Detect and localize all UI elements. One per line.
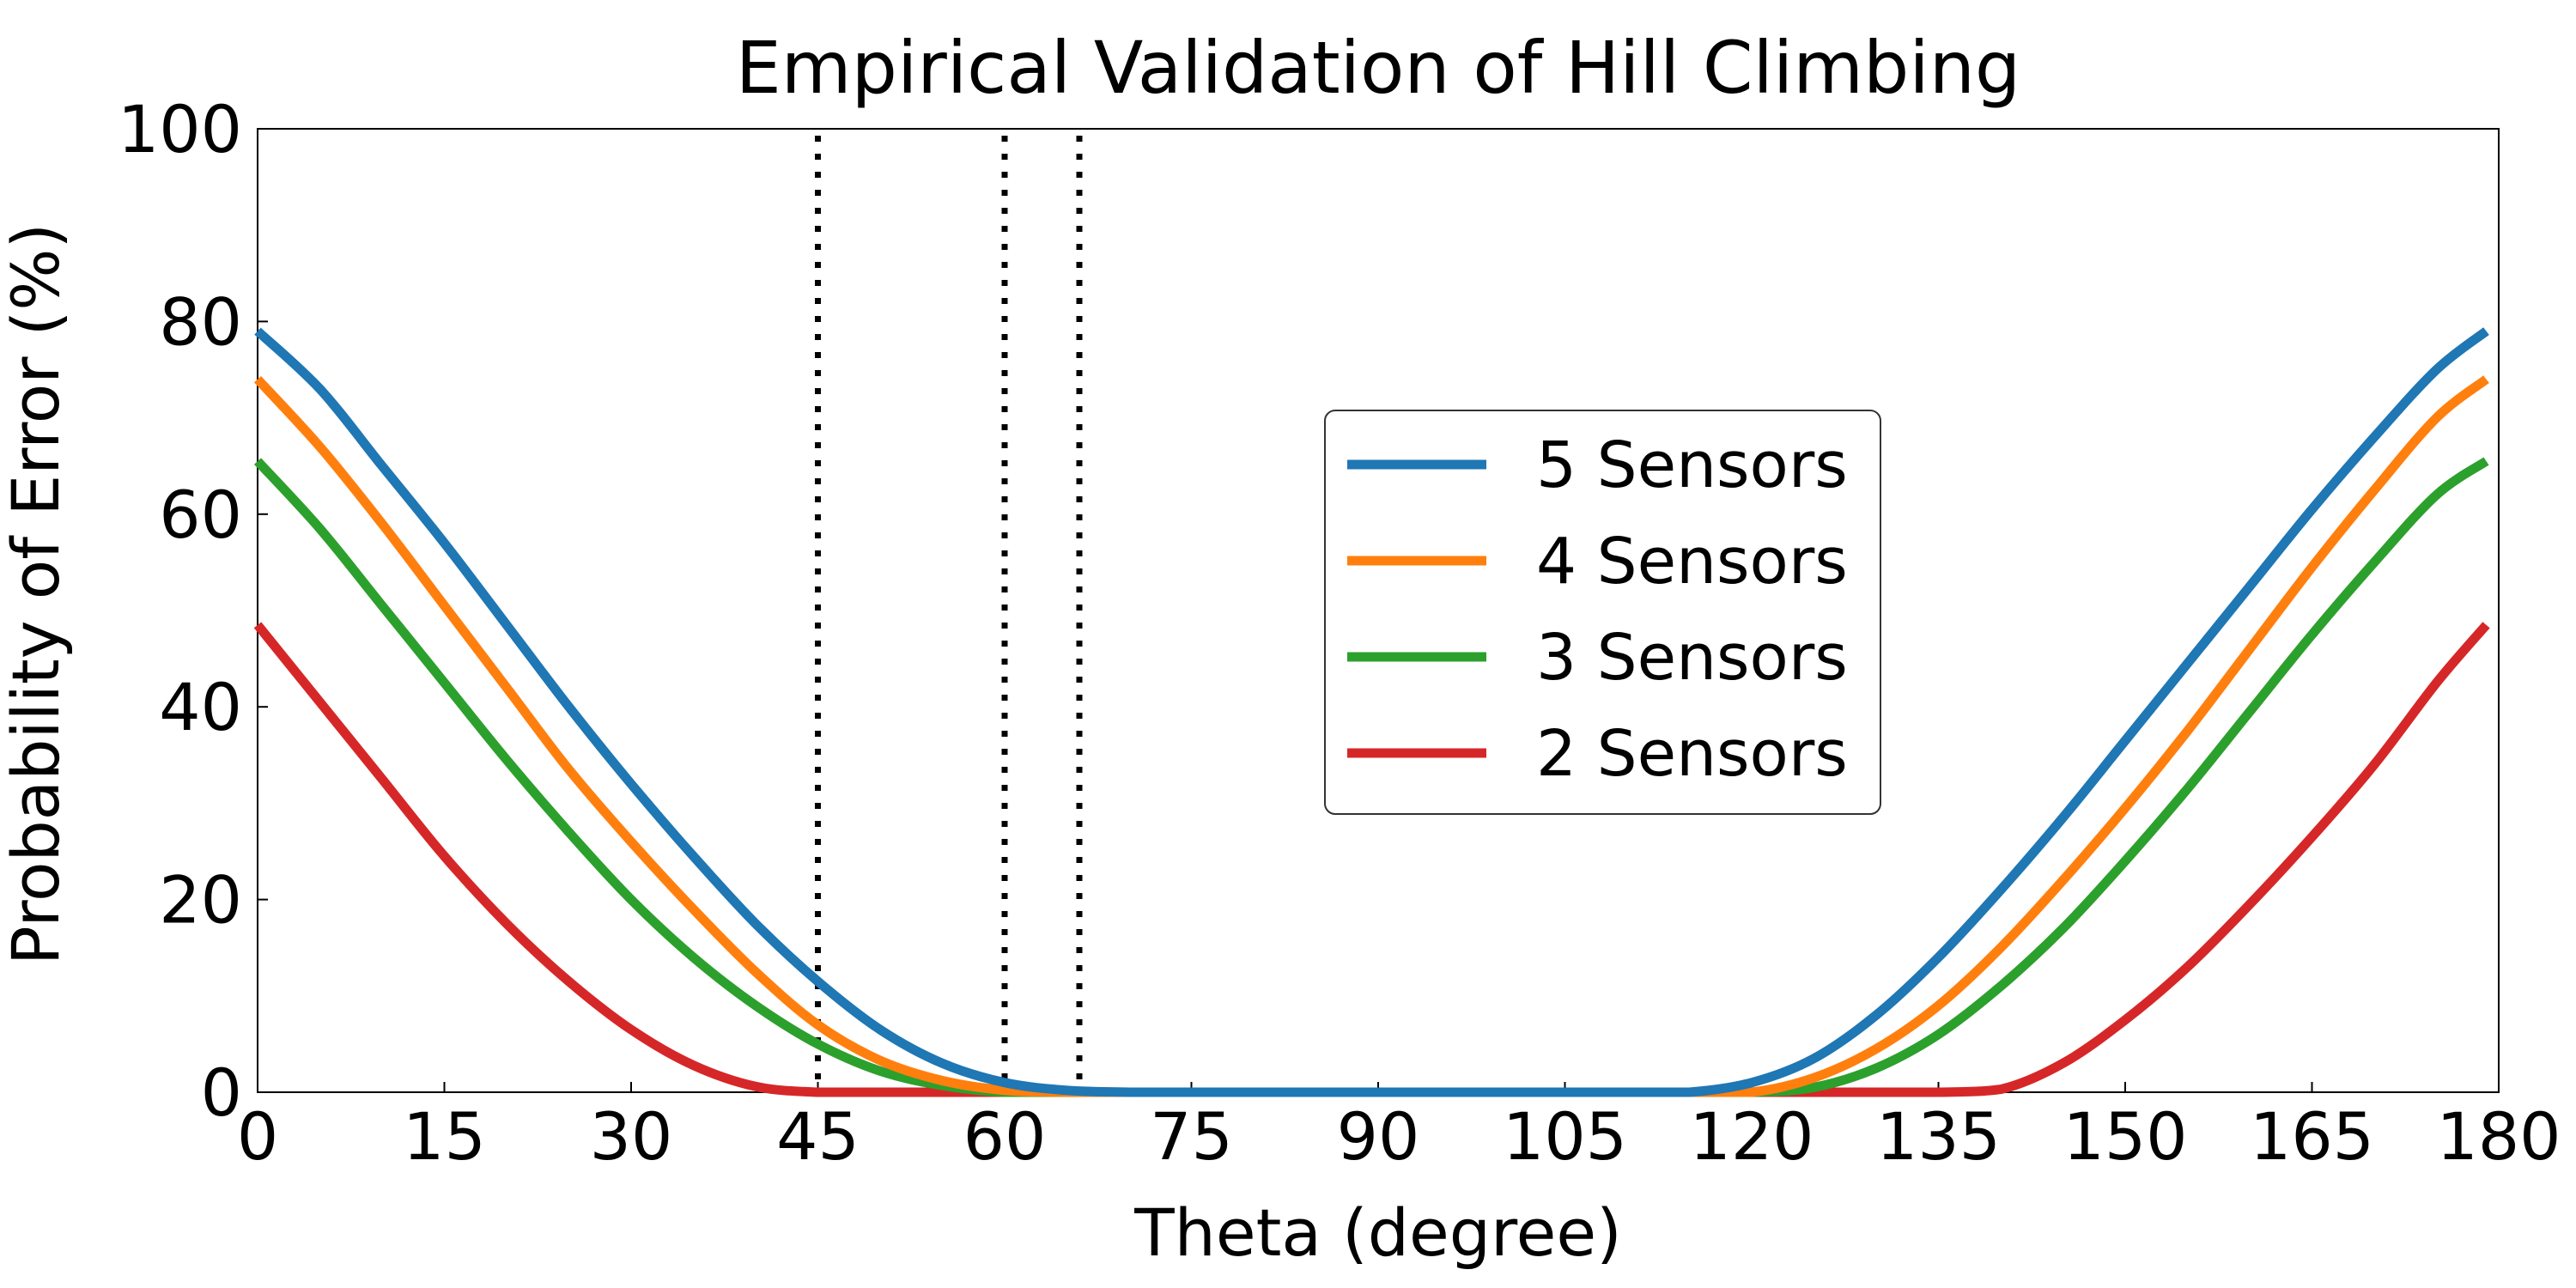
legend-label-3-sensors: 3 Sensors [1536, 621, 1848, 695]
x-tick-label: 15 [403, 1098, 486, 1175]
legend: 5 Sensors 4 Sensors 3 Sensors 2 Sensors [1324, 410, 1881, 815]
x-tick-label: 105 [1503, 1098, 1627, 1175]
x-tick-label: 165 [2250, 1098, 2374, 1175]
y-tick-label: 80 [159, 283, 242, 360]
legend-label-5-sensors: 5 Sensors [1536, 428, 1848, 502]
plot-area: 0 15 30 45 60 75 90 105 120 135 150 165 180 0 20 40 60 80… [118, 91, 2561, 1175]
x-tick-label: 75 [1150, 1098, 1233, 1175]
x-tick-label: 180 [2436, 1098, 2561, 1175]
y-tick-label: 40 [159, 669, 242, 745]
y-tick-label: 100 [118, 91, 242, 167]
x-axis-label: Theta (degree) [1133, 1194, 1622, 1271]
y-tick-label: 20 [159, 862, 242, 939]
legend-box [1324, 410, 1881, 815]
chart-title: Empirical Validation of Hill Climbing [736, 26, 2021, 110]
x-tick-label: 90 [1337, 1098, 1420, 1175]
x-tick-label: 120 [1689, 1098, 1814, 1175]
y-tick-label: 0 [201, 1054, 242, 1131]
x-tick-label: 150 [2063, 1098, 2187, 1175]
x-tick-label: 0 [237, 1098, 278, 1175]
legend-label-2-sensors: 2 Sensors [1536, 717, 1848, 791]
x-tick-label: 135 [1876, 1098, 2001, 1175]
y-axis-label: Probability of Error (%) [0, 223, 74, 965]
legend-label-4-sensors: 4 Sensors [1536, 525, 1848, 598]
x-tick-label: 60 [963, 1098, 1047, 1175]
series-line-5-sensors [254, 327, 2489, 1097]
x-tick-label: 45 [776, 1098, 860, 1175]
y-tick-label: 60 [159, 477, 242, 553]
x-tick-label: 30 [590, 1098, 673, 1175]
